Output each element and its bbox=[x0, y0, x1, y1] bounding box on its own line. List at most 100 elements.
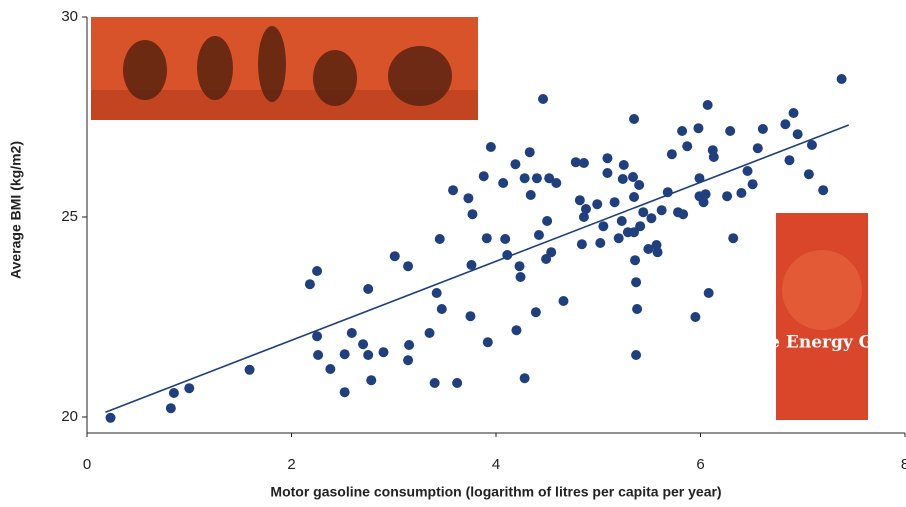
point bbox=[519, 173, 530, 184]
point bbox=[634, 180, 645, 190]
point bbox=[544, 173, 555, 184]
point bbox=[389, 251, 400, 262]
point bbox=[434, 234, 445, 244]
x-tick-label: 4 bbox=[492, 456, 500, 473]
point bbox=[485, 142, 496, 152]
point bbox=[629, 114, 640, 124]
point bbox=[431, 288, 442, 298]
x-axis-title: Motor gasoline consumption (logarithm of… bbox=[270, 484, 721, 500]
point bbox=[635, 221, 646, 232]
point bbox=[339, 387, 350, 398]
point bbox=[346, 328, 357, 338]
point bbox=[666, 149, 677, 160]
point bbox=[784, 155, 795, 166]
point bbox=[429, 378, 440, 388]
point bbox=[632, 304, 643, 314]
point bbox=[482, 337, 493, 348]
point bbox=[541, 254, 552, 264]
point bbox=[682, 141, 693, 152]
point bbox=[403, 261, 414, 272]
point bbox=[652, 247, 663, 258]
point bbox=[613, 233, 624, 244]
trend-line bbox=[105, 124, 850, 413]
point bbox=[467, 209, 478, 220]
point bbox=[806, 140, 817, 150]
point bbox=[478, 171, 489, 182]
x-tick-label: 0 bbox=[83, 456, 91, 473]
point bbox=[602, 168, 613, 178]
point bbox=[546, 247, 557, 258]
point bbox=[836, 74, 847, 84]
point bbox=[656, 205, 667, 216]
point bbox=[533, 230, 544, 240]
point bbox=[165, 403, 176, 414]
point bbox=[463, 193, 474, 204]
point bbox=[339, 349, 350, 360]
point bbox=[592, 199, 603, 210]
point bbox=[538, 94, 549, 104]
point bbox=[602, 153, 613, 164]
point bbox=[404, 340, 415, 350]
point bbox=[436, 304, 447, 314]
point bbox=[542, 216, 553, 226]
point bbox=[580, 204, 591, 214]
point bbox=[511, 325, 522, 336]
point bbox=[609, 197, 620, 208]
point bbox=[570, 157, 581, 168]
point bbox=[742, 166, 753, 176]
point bbox=[312, 331, 323, 342]
point bbox=[703, 288, 714, 298]
point bbox=[578, 212, 589, 222]
y-axis-title: Average BMI (kg/m2) bbox=[8, 141, 24, 279]
point bbox=[629, 192, 640, 202]
point bbox=[244, 364, 255, 375]
point bbox=[363, 350, 374, 360]
point bbox=[452, 378, 463, 388]
point bbox=[448, 185, 459, 196]
point bbox=[574, 195, 585, 206]
x-tick-label: 6 bbox=[696, 456, 704, 473]
point bbox=[631, 277, 642, 288]
point bbox=[617, 174, 628, 184]
point bbox=[363, 284, 374, 294]
point bbox=[403, 355, 414, 366]
point bbox=[736, 188, 747, 198]
point bbox=[618, 160, 629, 170]
y-tick-label: 30 bbox=[61, 8, 78, 25]
cover-title: The Energy Glut bbox=[744, 333, 900, 353]
point bbox=[424, 328, 435, 338]
point bbox=[551, 178, 562, 188]
point bbox=[514, 261, 525, 272]
point bbox=[693, 123, 704, 134]
point bbox=[725, 126, 736, 136]
point bbox=[629, 227, 640, 238]
point bbox=[366, 375, 377, 386]
point bbox=[524, 147, 535, 158]
point bbox=[628, 172, 639, 182]
point bbox=[525, 190, 536, 200]
point bbox=[325, 364, 336, 374]
point bbox=[728, 233, 739, 244]
point bbox=[646, 213, 657, 224]
y-tick-label: 25 bbox=[61, 208, 78, 225]
point bbox=[465, 311, 476, 322]
point bbox=[312, 266, 323, 276]
point bbox=[818, 185, 829, 196]
point bbox=[578, 158, 589, 168]
point bbox=[500, 234, 511, 244]
point bbox=[531, 173, 542, 184]
point bbox=[792, 129, 803, 140]
point bbox=[722, 191, 733, 202]
book-cover: The Energy Glut bbox=[744, 213, 900, 420]
point bbox=[757, 124, 768, 134]
point bbox=[378, 347, 389, 358]
point bbox=[747, 179, 758, 190]
point bbox=[752, 143, 763, 154]
point bbox=[690, 312, 701, 322]
point bbox=[677, 126, 688, 136]
y-tick-label: 20 bbox=[61, 408, 78, 425]
point bbox=[168, 388, 179, 398]
point bbox=[510, 159, 521, 170]
silhouettes bbox=[123, 26, 452, 106]
